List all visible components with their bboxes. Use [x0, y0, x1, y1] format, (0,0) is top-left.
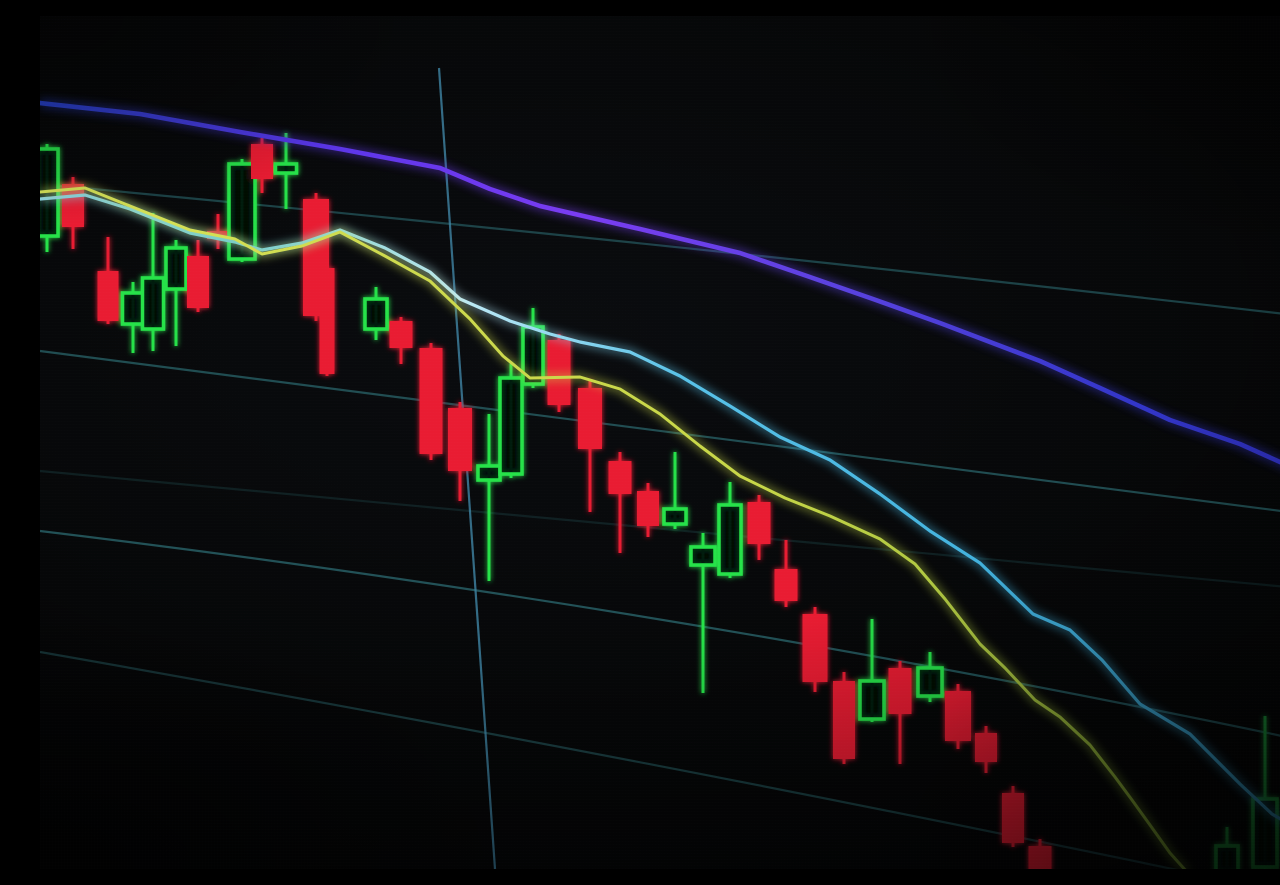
ma-fast-yellow-glow	[40, 183, 1190, 869]
candlestick-chart	[40, 67, 1280, 869]
candle-bullish	[120, 282, 146, 353]
candle-bearish	[888, 661, 912, 764]
candle-body-hollow	[858, 679, 886, 721]
candle-body-filled	[888, 668, 912, 714]
candle-body-filled	[833, 681, 855, 759]
candle-bearish	[578, 380, 602, 512]
candle-bullish	[717, 482, 743, 578]
candle-bearish	[802, 607, 828, 692]
horizontal-gridline	[40, 349, 1280, 512]
candle-bullish	[476, 414, 502, 581]
candle-bearish	[187, 240, 209, 312]
candle-body-filled	[578, 388, 602, 449]
candle-body-hollow	[689, 545, 717, 567]
candle-bullish	[1214, 827, 1240, 869]
ma-mid-cyan-glow	[40, 190, 1280, 824]
candle-body-filled	[251, 144, 273, 179]
horizontal-gridline	[40, 182, 1280, 315]
candle-body-filled	[747, 502, 771, 544]
candle-body-hollow	[164, 246, 188, 291]
candle-body-filled	[389, 321, 413, 348]
candle-body-hollow	[140, 276, 166, 331]
candle-body-filled	[802, 614, 828, 682]
candle-body-hollow	[120, 291, 146, 326]
candle-bullish	[858, 619, 886, 722]
candle-body-hollow	[498, 376, 524, 476]
ma-fast-yellow	[40, 183, 1190, 869]
candle-bearish	[419, 343, 443, 460]
candle-body-hollow	[1214, 844, 1240, 869]
candle-body-filled	[608, 461, 632, 494]
candle-bullish	[662, 452, 688, 529]
candle-bearish	[1002, 786, 1024, 847]
candle-body-hollow	[916, 666, 944, 698]
candle-body-filled	[975, 733, 997, 762]
candle-body-filled	[448, 408, 472, 471]
candle-bullish	[916, 652, 944, 702]
horizontal-gridline	[40, 529, 1280, 737]
candle-body-filled	[419, 348, 443, 454]
candle-body-hollow	[476, 464, 502, 482]
trading-monitor-photo	[40, 16, 1280, 869]
ma-mid-cyan	[40, 190, 1280, 824]
candle-bullish	[140, 213, 166, 351]
candle-body-filled	[945, 691, 971, 741]
candle-bearish	[975, 726, 997, 773]
candle-bullish	[689, 533, 717, 693]
candle-bullish	[1251, 716, 1279, 869]
candle-body-filled	[319, 268, 335, 374]
candle-body-filled	[187, 256, 209, 308]
candle-bearish	[747, 495, 771, 560]
candle-body-filled	[547, 340, 571, 405]
candle-bearish	[833, 672, 855, 764]
candle-bullish	[498, 363, 524, 478]
candle-body-hollow	[273, 162, 299, 175]
candle-body-filled	[97, 271, 119, 321]
candle-bullish	[164, 240, 188, 346]
candle-body-filled	[1002, 793, 1024, 843]
candle-bearish	[547, 334, 571, 412]
candle-body-hollow	[363, 297, 389, 331]
candle-bearish	[945, 684, 971, 749]
ma-mid-cyan-core	[40, 193, 1280, 821]
candle-body-hollow	[662, 507, 688, 526]
horizontal-gridline	[40, 650, 1179, 869]
candle-bearish	[319, 266, 335, 376]
ma-fast-yellow-core	[40, 186, 1187, 869]
candle-bearish	[389, 317, 413, 364]
horizontal-gridline	[40, 469, 1280, 588]
candle-body-hollow	[717, 503, 743, 576]
candle-bullish	[363, 287, 389, 340]
candle-body-filled	[774, 569, 798, 601]
candle-bearish	[97, 237, 119, 324]
candle-body-filled	[637, 491, 659, 526]
candle-bearish	[774, 540, 798, 607]
candle-bearish	[608, 452, 632, 553]
candle-body-filled	[1028, 846, 1052, 869]
